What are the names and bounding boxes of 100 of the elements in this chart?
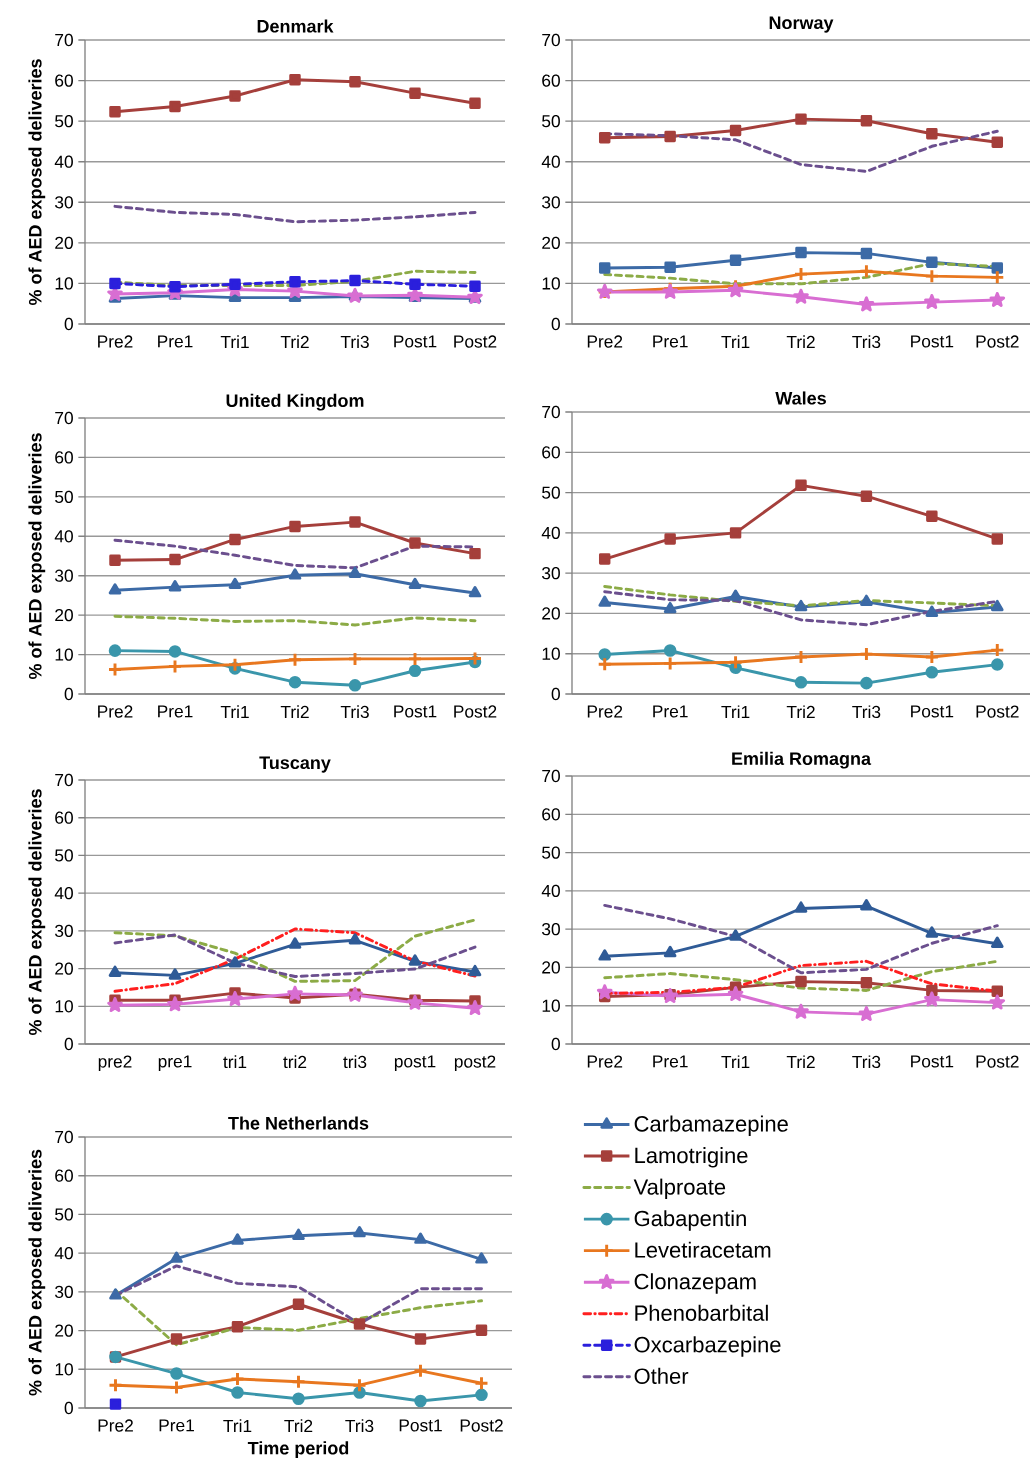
y-tick-label: 10	[55, 648, 73, 661]
x-tick-label: Post1	[394, 705, 437, 718]
y-tick-label: 60	[55, 811, 73, 824]
y-tick-label: 0	[64, 1037, 73, 1051]
x-tick-label: Tri3	[340, 705, 369, 719]
y-axis-title: % of AED exposed deliveries	[28, 433, 46, 680]
x-tick-label: Tri1	[721, 705, 750, 718]
chart-title: The Netherlands	[228, 1116, 369, 1130]
y-axis-title: % of AED exposed deliveries	[28, 789, 46, 1036]
x-tick-label: Tri1	[721, 335, 750, 348]
y-tick-label: 20	[542, 607, 560, 620]
chart-title: United Kingdom	[226, 393, 364, 411]
y-tick-label: 0	[551, 1037, 560, 1051]
x-tick-label: Pre2	[587, 335, 623, 348]
y-tick-label: 20	[55, 236, 73, 249]
x-tick-label: Pre1	[159, 1419, 194, 1432]
x-tick-label: Tri3	[852, 1055, 881, 1069]
legend-label: Carbamazepine	[634, 1115, 788, 1137]
x-tick-label: Tri2	[786, 705, 815, 718]
y-tick-label: 50	[55, 1208, 73, 1221]
y-tick-label: 40	[54, 155, 73, 168]
y-tick-label: 20	[542, 236, 560, 249]
y-tick-label: 10	[542, 277, 560, 290]
y-tick-label: 30	[55, 569, 73, 582]
y-tick-label: 30	[542, 196, 560, 209]
x-tick-label: Tri3	[852, 335, 881, 349]
y-tick-label: 10	[55, 1363, 73, 1376]
x-tick-label: Post1	[399, 1419, 442, 1432]
y-tick-label: 10	[55, 1000, 73, 1013]
y-tick-label: 60	[55, 1169, 73, 1182]
x-tick-label: pre1	[158, 1055, 192, 1071]
y-tick-label: 70	[55, 773, 73, 787]
y-tick-label: 50	[542, 846, 560, 859]
y-tick-label: 70	[542, 33, 560, 47]
y-axis-title: % of AED exposed deliveries	[28, 59, 46, 306]
x-tick-label: Tri2	[786, 1055, 815, 1068]
x-tick-label: Tri2	[280, 335, 309, 348]
x-tick-label: Post2	[976, 335, 1019, 348]
x-tick-label: Tri1	[721, 1055, 750, 1068]
x-tick-label: Post2	[454, 335, 497, 348]
y-tick-label: 60	[542, 446, 560, 459]
y-tick-label: 40	[541, 884, 560, 897]
y-tick-label: 40	[541, 155, 560, 168]
chart-title: Emilia Romagna	[732, 751, 872, 769]
y-axis-title: % of AED exposed deliveries	[28, 1149, 46, 1396]
x-tick-label: Tri3	[852, 705, 881, 719]
y-tick-label: 40	[54, 1247, 73, 1260]
chart-title: Tuscany	[259, 756, 331, 773]
y-tick-label: 50	[542, 486, 560, 499]
x-tick-label: Pre1	[158, 335, 193, 348]
x-tick-label: Post1	[911, 335, 954, 348]
legend-label: Lamotrigine	[635, 1147, 748, 1168]
y-tick-label: 70	[542, 405, 560, 419]
y-tick-label: 30	[55, 1285, 73, 1298]
x-tick-label: Tri2	[284, 1419, 313, 1432]
legend-label: Levetiracetam	[635, 1241, 771, 1258]
y-tick-label: 0	[64, 317, 73, 331]
x-tick-label: Post1	[911, 705, 954, 718]
legend-label: Other	[634, 1367, 689, 1384]
legend-label: Gabapentin	[634, 1210, 746, 1231]
y-tick-label: 10	[542, 999, 560, 1012]
legend-label: Valproate	[633, 1178, 726, 1200]
y-tick-label: 70	[55, 1130, 73, 1144]
x-tick-label: Post2	[460, 1419, 503, 1432]
chart-title: Denmark	[257, 19, 334, 33]
y-tick-label: 40	[54, 530, 73, 543]
y-tick-label: 20	[55, 1324, 73, 1337]
y-tick-label: 0	[551, 317, 560, 331]
y-tick-label: 10	[542, 647, 560, 660]
y-tick-label: 70	[55, 33, 73, 47]
y-tick-label: 50	[55, 115, 73, 128]
y-tick-label: 60	[542, 74, 560, 87]
x-tick-label: Tri2	[280, 705, 309, 718]
y-tick-label: 10	[55, 277, 73, 290]
x-tick-label: Pre1	[653, 335, 688, 348]
y-tick-label: 40	[541, 526, 560, 539]
chart-title: Wales	[775, 391, 826, 405]
legend-label: Phenobarbital	[635, 1304, 768, 1321]
y-tick-label: 50	[55, 490, 73, 503]
x-tick-label: Tri1	[220, 705, 249, 718]
x-axis-title: Time period	[247, 1441, 349, 1459]
y-tick-label: 0	[64, 1401, 73, 1415]
y-tick-label: 60	[55, 451, 73, 464]
x-tick-label: tri1	[223, 1055, 247, 1069]
x-tick-label: Tri1	[220, 335, 249, 348]
x-tick-label: tri3	[343, 1055, 367, 1069]
x-tick-label: tri2	[283, 1055, 307, 1069]
x-tick-label: Pre1	[158, 705, 193, 718]
y-tick-label: 40	[54, 887, 73, 900]
x-tick-label: Tri3	[340, 335, 369, 349]
x-tick-label: Pre1	[653, 705, 688, 718]
x-tick-label: Post2	[976, 1055, 1019, 1068]
x-tick-label: Post1	[911, 1055, 954, 1068]
x-tick-label: Pre1	[653, 1055, 688, 1068]
x-tick-label: post2	[454, 1055, 496, 1072]
x-tick-label: Tri2	[786, 335, 815, 348]
y-tick-label: 70	[55, 411, 73, 425]
x-tick-label: Post2	[454, 705, 497, 718]
y-tick-label: 60	[542, 808, 560, 821]
x-tick-label: Pre2	[587, 705, 623, 718]
